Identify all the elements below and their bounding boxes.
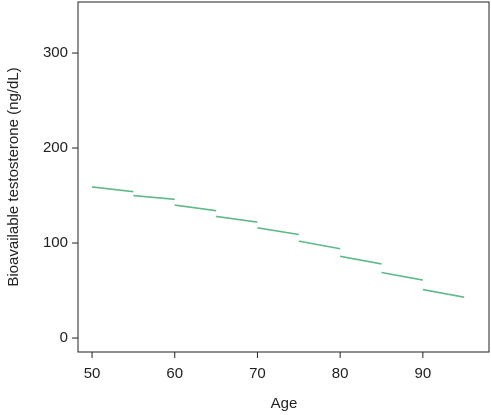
x-tick-label: 70 — [249, 365, 266, 382]
x-tick-label: 90 — [414, 365, 431, 382]
x-tick-label: 60 — [166, 365, 183, 382]
y-tick-label: 0 — [60, 329, 68, 346]
x-axis-label: Age — [271, 395, 298, 412]
y-tick-label: 200 — [43, 139, 68, 156]
y-tick-label: 100 — [43, 234, 68, 251]
data-line — [91, 186, 465, 298]
y-axis-label: Bioavailable testosterone (ng/dL) — [5, 67, 22, 286]
x-tick-label: 50 — [84, 365, 101, 382]
y-tick-label: 300 — [43, 44, 68, 61]
plot-frame — [77, 1, 490, 353]
x-tick-label: 80 — [332, 365, 349, 382]
